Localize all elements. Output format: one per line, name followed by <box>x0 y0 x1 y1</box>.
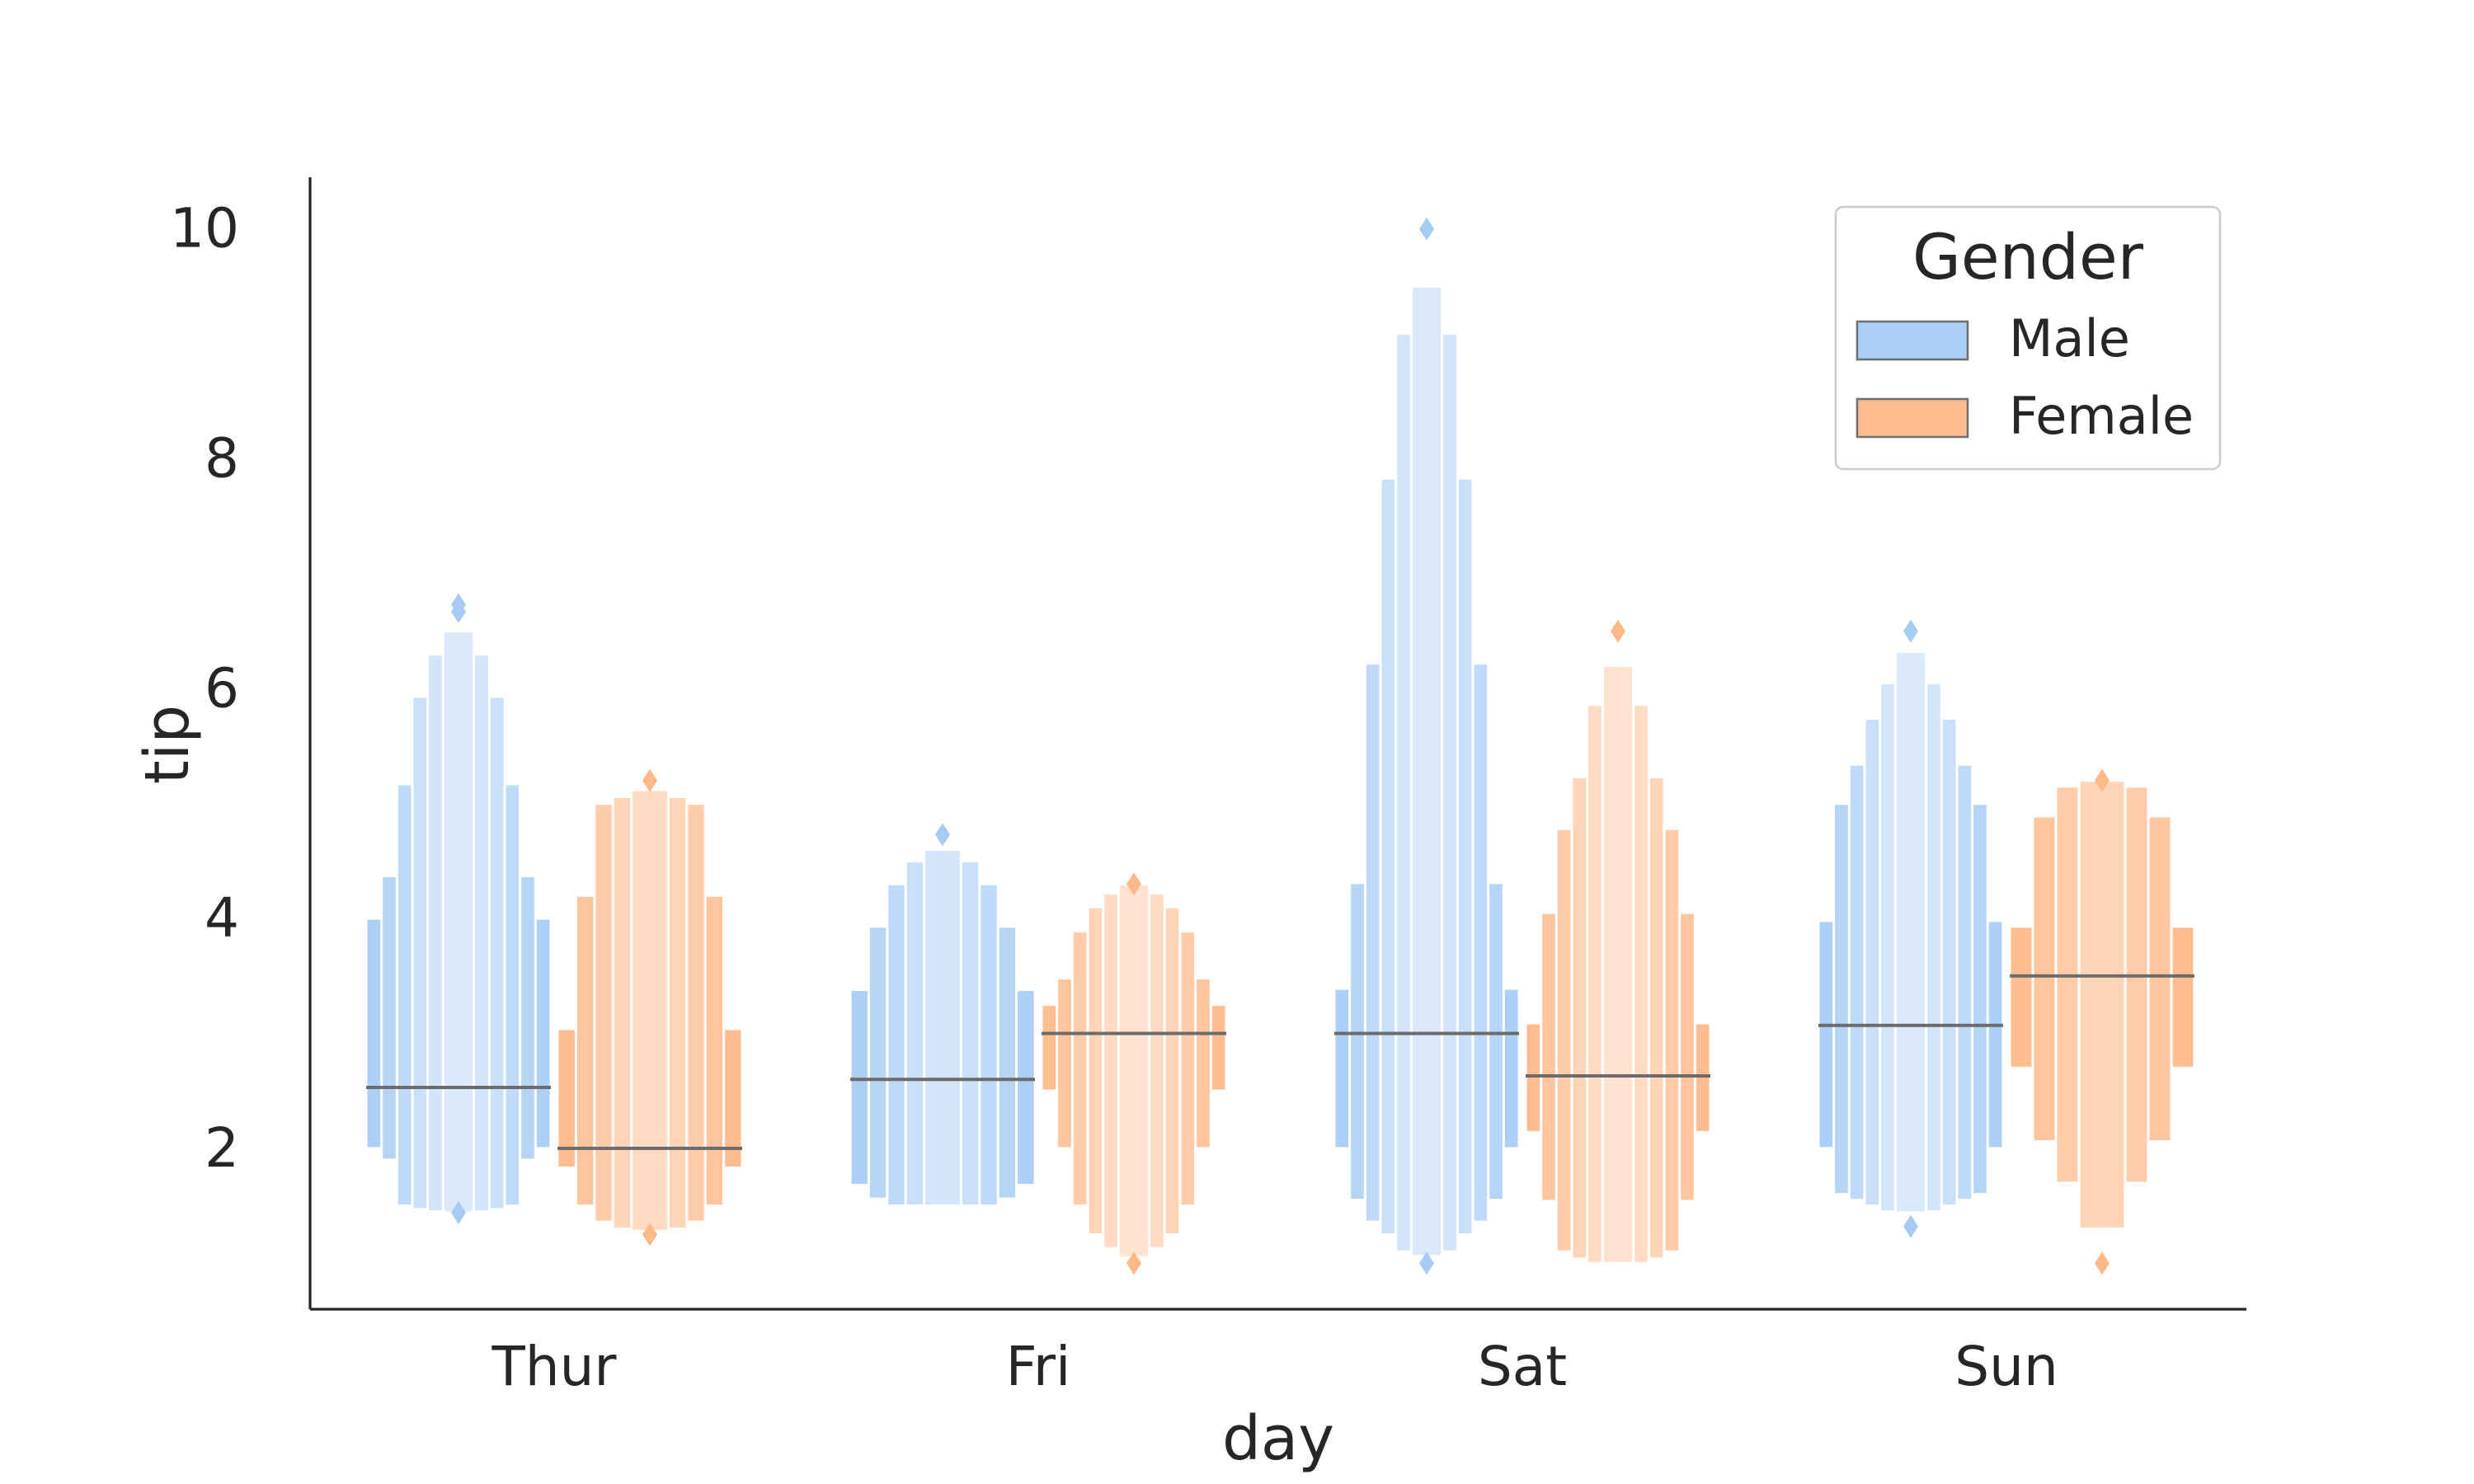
y-tick-label: 8 <box>205 427 239 491</box>
legend-label-female: Female <box>2009 386 2194 446</box>
outlier-point <box>1126 872 1141 896</box>
boxen-box-female <box>2077 779 2127 1230</box>
y-tick-label: 6 <box>205 656 239 720</box>
outlier-point <box>2095 1252 2109 1275</box>
outlier-point <box>642 768 657 792</box>
y-tick-label: 10 <box>170 197 239 261</box>
y-axis-title: tip <box>132 705 203 785</box>
boxen-box-male <box>1409 284 1444 1258</box>
plot-area <box>365 217 2196 1275</box>
outlier-point <box>451 1200 466 1224</box>
boxen-box-male <box>1893 650 1928 1214</box>
outlier-point <box>451 593 466 617</box>
x-tick-label: Thur <box>491 1335 617 1398</box>
outlier-point <box>642 1223 657 1247</box>
outlier-point <box>1419 217 1434 241</box>
boxen-box-female <box>1117 882 1151 1259</box>
x-tick-label: Sat <box>1478 1335 1567 1398</box>
outlier-point <box>1611 619 1625 643</box>
outlier-point <box>2095 768 2109 792</box>
outlier-point <box>1419 1252 1434 1275</box>
boxen-box-male <box>923 848 962 1208</box>
y-tick-labels: 2 4 6 8 10 <box>170 197 239 1180</box>
x-tick-label: Fri <box>1006 1335 1071 1398</box>
x-tick-labels: Thur Fri Sat Sun <box>491 1335 2058 1398</box>
outlier-point <box>1903 1214 1918 1238</box>
x-axis-title: day <box>1222 1403 1334 1474</box>
legend-title: Gender <box>1912 220 2144 294</box>
legend-swatch-female <box>1856 397 1969 439</box>
y-tick-label: 2 <box>205 1116 239 1180</box>
y-tick-label: 4 <box>205 886 239 950</box>
outlier-point <box>935 823 950 847</box>
x-tick-label: Sun <box>1954 1335 2058 1398</box>
boxen-box-female <box>1601 664 1635 1265</box>
legend-label-male: Male <box>2009 308 2130 369</box>
outlier-point <box>1903 619 1918 643</box>
legend: Gender Male Female <box>1834 205 2222 471</box>
boxen-box-female <box>630 788 670 1233</box>
legend-swatch-male <box>1856 320 1969 361</box>
boxen-box-male <box>441 630 476 1214</box>
outlier-point <box>1126 1252 1141 1275</box>
